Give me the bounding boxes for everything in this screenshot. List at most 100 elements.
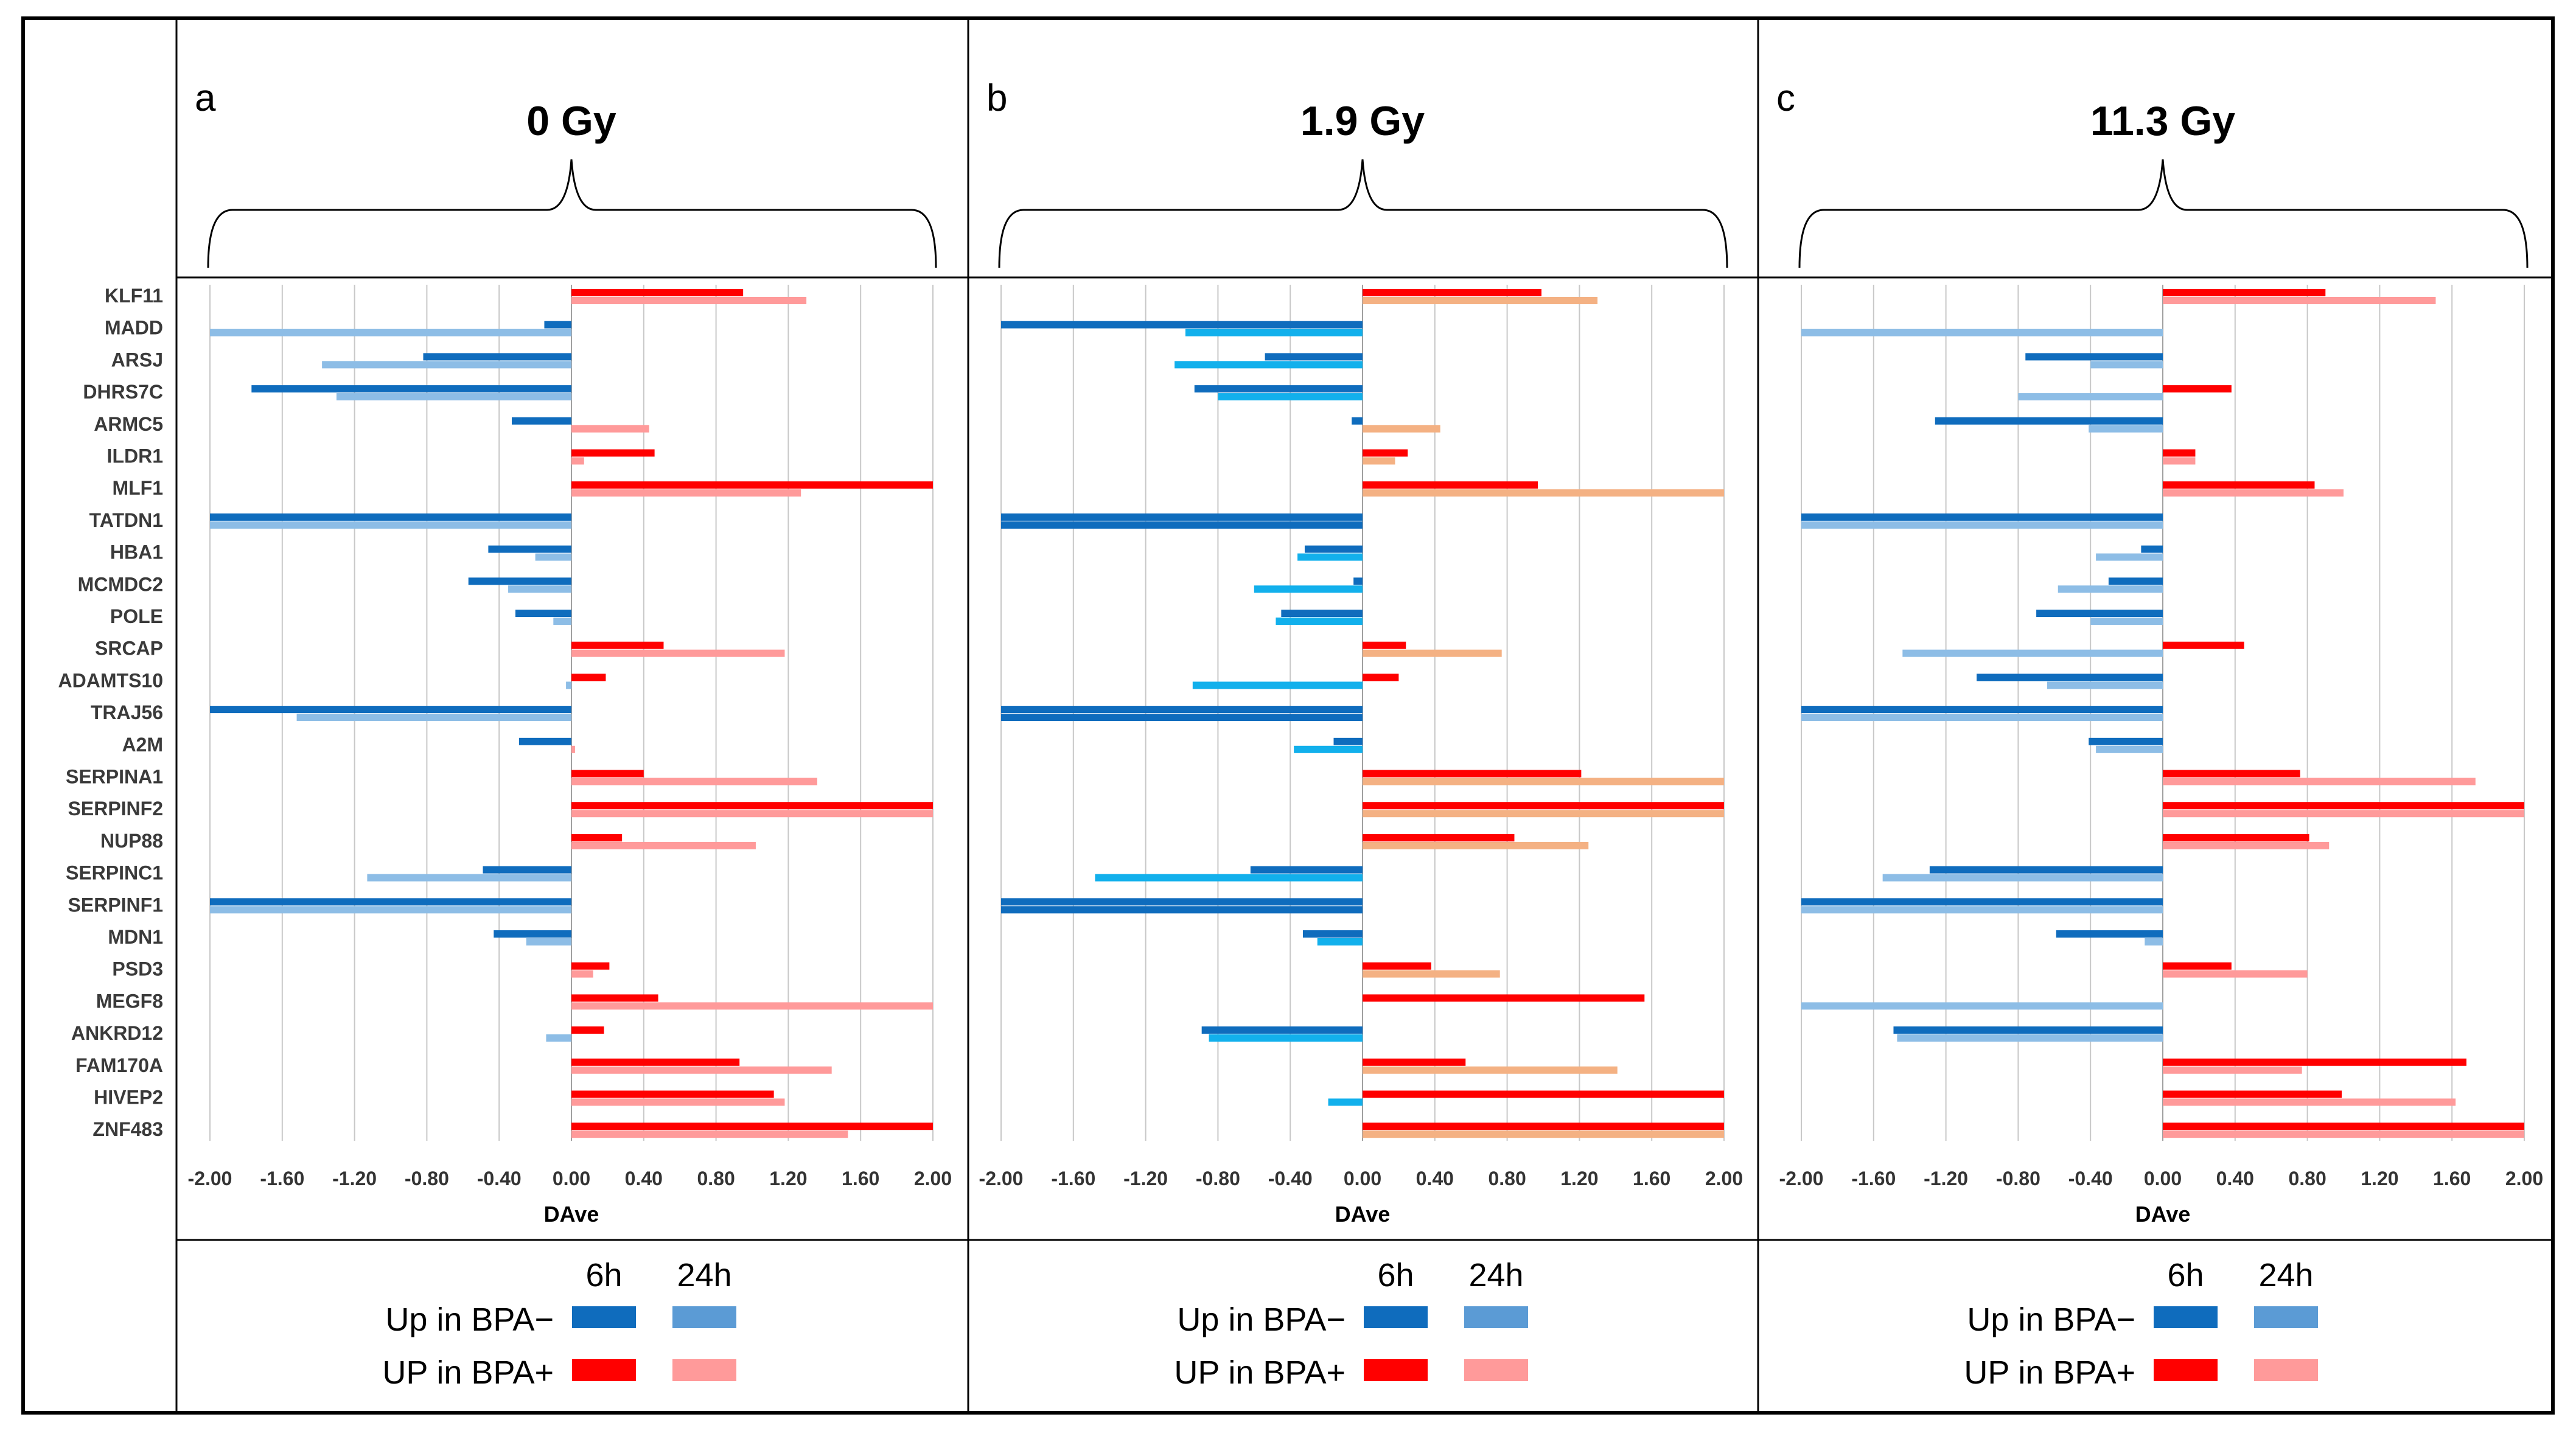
bar-24h-adamts10 [2047, 681, 2163, 689]
legend-col-24h: 24h [1468, 1257, 1523, 1293]
bar-6h-fam170a [2163, 1058, 2466, 1066]
x-tick-label: -1.60 [1851, 1168, 1896, 1189]
x-tick-label: 1.60 [842, 1168, 879, 1189]
bar-6h-hba1 [2141, 545, 2163, 553]
bar-6h-hba1 [488, 545, 571, 553]
x-tick-label: -0.40 [477, 1168, 522, 1189]
gene-label-serpinf2: SERPINF2 [68, 798, 163, 820]
panel-a: a 0 Gy -2.00 -1.60 -1.20 -0.80 -0.40 0.00 0.40 0.… [188, 77, 952, 1391]
x-tick-label: 1.20 [1560, 1168, 1598, 1189]
bar-24h-serpinc1 [367, 874, 571, 882]
bar-24h-serpinc1 [1095, 874, 1363, 882]
bar-6h-fam170a [1363, 1058, 1466, 1066]
bar-6h-serpina1 [571, 770, 644, 778]
bar-6h-srcap [1363, 641, 1406, 649]
panel-brace [998, 159, 1728, 268]
bar-24h-arsj [1175, 361, 1363, 369]
x-tick-label: -1.60 [1051, 1168, 1095, 1189]
bar-24h-tatdn1 [210, 521, 571, 529]
legend-swatch-minus-6h [2154, 1306, 2218, 1328]
bar-24h-tatdn1 [1801, 521, 2163, 529]
bar-6h-psd3 [2163, 962, 2232, 970]
bar-24h-nup88 [571, 841, 756, 849]
bar-6h-mlf1 [571, 481, 933, 489]
x-tick-label: 0.40 [625, 1168, 663, 1189]
bar-6h-adamts10 [1363, 674, 1399, 681]
panel-c: c 11.3 Gy -2.00 -1.60 -1.20 -0.80 -0.40 0.00 0.4… [1776, 77, 2543, 1391]
bar-6h-mdn1 [1302, 930, 1363, 938]
bar-6h-madd [1001, 321, 1363, 329]
bar-6h-adamts10 [571, 674, 606, 681]
bar-24h-klf11 [571, 297, 807, 304]
bar-6h-madd [544, 321, 571, 329]
bar-24h-mcmdc2 [508, 585, 571, 593]
x-axis-label: DAve [2135, 1202, 2191, 1227]
x-tick-label: 0.00 [2144, 1168, 2182, 1189]
bar-24h-traj56 [1001, 714, 1363, 722]
panel-brace [1798, 159, 2529, 268]
gene-label-madd: MADD [105, 317, 163, 339]
bar-6h-megf8 [1363, 994, 1645, 1002]
bar-6h-mcmdc2 [468, 577, 571, 585]
bar-24h-hivep2 [571, 1098, 785, 1106]
bar-6h-armc5 [1352, 417, 1363, 425]
bar-6h-serpinf1 [1001, 898, 1363, 906]
legend-swatch-plus-6h [2154, 1359, 2218, 1381]
legend-row-minus: Up in BPA− [385, 1301, 554, 1338]
bar-24h-ildr1 [2163, 457, 2196, 465]
bar-6h-serpinf2 [571, 802, 933, 810]
bar-6h-tatdn1 [1801, 513, 2163, 521]
bar-24h-mcmdc2 [1254, 585, 1363, 593]
legend-row-plus: UP in BPA+ [1964, 1354, 2135, 1391]
bar-24h-srcap [1902, 649, 2163, 657]
bar-24h-serpinf1 [1801, 906, 2163, 914]
gene-label-fam170a: FAM170A [75, 1054, 163, 1076]
panel-title: 11.3 Gy [2090, 98, 2235, 144]
x-tick-label: 1.60 [2433, 1168, 2471, 1189]
bar-24h-srcap [1363, 649, 1502, 657]
bar-6h-dhrs7c [2163, 385, 2232, 393]
x-tick-label: 0.00 [553, 1168, 590, 1189]
legend-swatch-plus-24h [2254, 1359, 2318, 1381]
legend-col-24h: 24h [677, 1257, 731, 1293]
bar-24h-pole [1276, 618, 1363, 625]
bar-24h-madd [210, 329, 571, 336]
bar-6h-serpina1 [2163, 770, 2300, 778]
bar-6h-mdn1 [2056, 930, 2163, 938]
bar-24h-traj56 [296, 714, 571, 722]
bar-6h-hivep2 [2163, 1090, 2342, 1098]
bar-24h-pole [2090, 618, 2163, 625]
bar-6h-armc5 [1935, 417, 2163, 425]
bar-6h-ildr1 [1363, 449, 1408, 457]
bar-24h-serpina1 [2163, 778, 2476, 785]
bar-6h-srcap [571, 641, 664, 649]
x-tick-label: 2.00 [914, 1168, 952, 1189]
x-tick-label: 2.00 [2505, 1168, 2543, 1189]
legend-col-6h: 6h [1377, 1257, 1414, 1293]
bar-24h-znf483 [1363, 1130, 1724, 1138]
gene-label-traj56: TRAJ56 [91, 702, 163, 723]
bar-24h-serpinf2 [571, 810, 933, 818]
gene-label-nup88: NUP88 [100, 830, 163, 852]
bar-24h-serpinf2 [2163, 810, 2524, 818]
bar-6h-nup88 [1363, 834, 1515, 841]
bar-24h-traj56 [1801, 714, 2163, 722]
x-tick-label: 0.80 [1488, 1168, 1526, 1189]
bar-24h-pole [553, 618, 571, 625]
bar-24h-fam170a [571, 1066, 832, 1074]
bar-24h-serpinf2 [1363, 810, 1724, 818]
bar-24h-psd3 [571, 970, 593, 978]
bar-24h-madd [1185, 329, 1363, 336]
bar-24h-megf8 [1801, 1002, 2163, 1010]
gene-label-ildr1: ILDR1 [107, 445, 163, 467]
bar-24h-nup88 [1363, 841, 1589, 849]
bar-6h-serpinc1 [1250, 866, 1363, 874]
x-tick-label: 0.40 [2216, 1168, 2254, 1189]
bar-6h-ankrd12 [1893, 1026, 2163, 1034]
x-tick-label: -0.40 [2068, 1168, 2113, 1189]
gene-label-znf483: ZNF483 [92, 1118, 163, 1140]
bar-24h-hivep2 [2163, 1098, 2456, 1106]
legend: 6h 24h Up in BPA− UP in BPA+ [382, 1257, 736, 1391]
gene-label-serpina1: SERPINA1 [66, 766, 163, 788]
